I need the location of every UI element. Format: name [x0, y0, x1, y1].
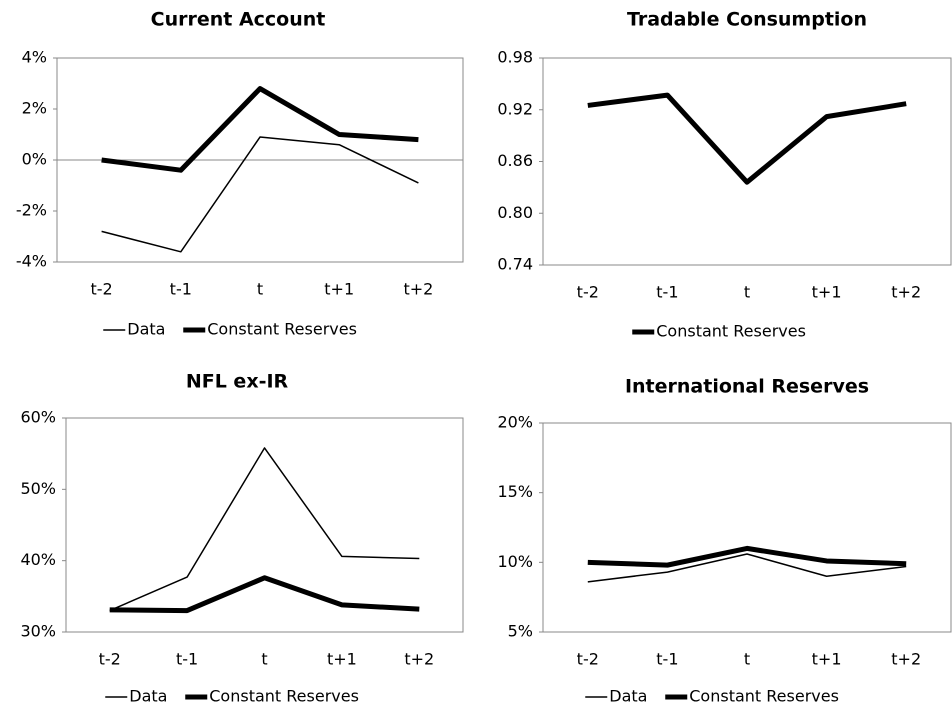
legend-label: Constant Reserves	[209, 687, 359, 706]
series-line	[109, 575, 420, 614]
y-tick-label: 0%	[22, 150, 47, 169]
legend-label: Data	[129, 687, 167, 706]
y-tick-label: 50%	[20, 479, 56, 498]
series-line	[101, 136, 419, 253]
legend-label: Constant Reserves	[207, 320, 357, 339]
y-tick-label: 0.92	[497, 99, 533, 118]
plot-area	[542, 422, 952, 633]
x-tick-label: t	[261, 650, 267, 669]
x-tick-label: t-2	[577, 283, 599, 302]
chart-title: Tradable Consumption	[627, 9, 867, 31]
plot-area	[542, 57, 952, 266]
y-tick-label: 0.98	[497, 48, 533, 67]
chart-title: NFL ex-IR	[186, 371, 289, 393]
x-tick-label: t-1	[176, 650, 198, 669]
y-tick-label: 0.80	[497, 203, 533, 222]
series-line	[109, 447, 420, 612]
y-tick-label: 15%	[497, 482, 533, 501]
x-tick-label: t	[744, 650, 750, 669]
plot-area	[65, 417, 464, 633]
x-tick-label: t-2	[577, 650, 599, 669]
x-tick-label: t+1	[812, 283, 842, 302]
x-tick-label: t-2	[99, 650, 121, 669]
x-tick-label: t+2	[891, 283, 921, 302]
y-tick-label: 2%	[22, 99, 47, 118]
x-tick-label: t	[744, 283, 750, 302]
legend-label: Constant Reserves	[656, 322, 806, 341]
series-line	[587, 92, 907, 185]
series-line	[587, 545, 907, 568]
x-tick-label: t+1	[327, 650, 357, 669]
x-tick-label: t	[257, 280, 263, 299]
chart-title: International Reserves	[625, 376, 869, 398]
chart-title: Current Account	[151, 9, 326, 31]
y-tick-label: 10%	[497, 552, 533, 571]
x-tick-label: t-1	[656, 283, 678, 302]
legend-label: Data	[127, 320, 165, 339]
y-tick-label: 40%	[20, 550, 56, 569]
y-tick-label: -4%	[16, 252, 47, 271]
legend-label: Data	[609, 687, 647, 706]
y-tick-label: 20%	[497, 413, 533, 432]
x-tick-label: t-1	[656, 650, 678, 669]
x-tick-label: t+2	[404, 650, 434, 669]
y-tick-label: 0.86	[497, 151, 533, 170]
series-line	[101, 86, 419, 173]
x-tick-label: t-1	[170, 280, 192, 299]
x-tick-label: t+1	[812, 650, 842, 669]
x-tick-label: t+1	[324, 280, 354, 299]
x-tick-label: t-2	[90, 280, 112, 299]
y-tick-label: 0.74	[497, 255, 533, 274]
y-tick-label: 30%	[20, 622, 56, 641]
y-tick-label: 4%	[22, 48, 47, 67]
series-line	[587, 553, 907, 583]
x-tick-label: t+2	[891, 650, 921, 669]
x-tick-label: t+2	[403, 280, 433, 299]
legend-label: Constant Reserves	[689, 687, 839, 706]
y-tick-label: 5%	[508, 622, 533, 641]
y-tick-label: 60%	[20, 408, 56, 427]
y-tick-label: -2%	[16, 201, 47, 220]
